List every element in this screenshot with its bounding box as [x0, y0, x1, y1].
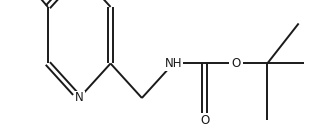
- Text: N: N: [75, 91, 83, 104]
- Text: O: O: [200, 114, 209, 127]
- Text: NH: NH: [164, 57, 182, 70]
- Text: O: O: [231, 57, 241, 70]
